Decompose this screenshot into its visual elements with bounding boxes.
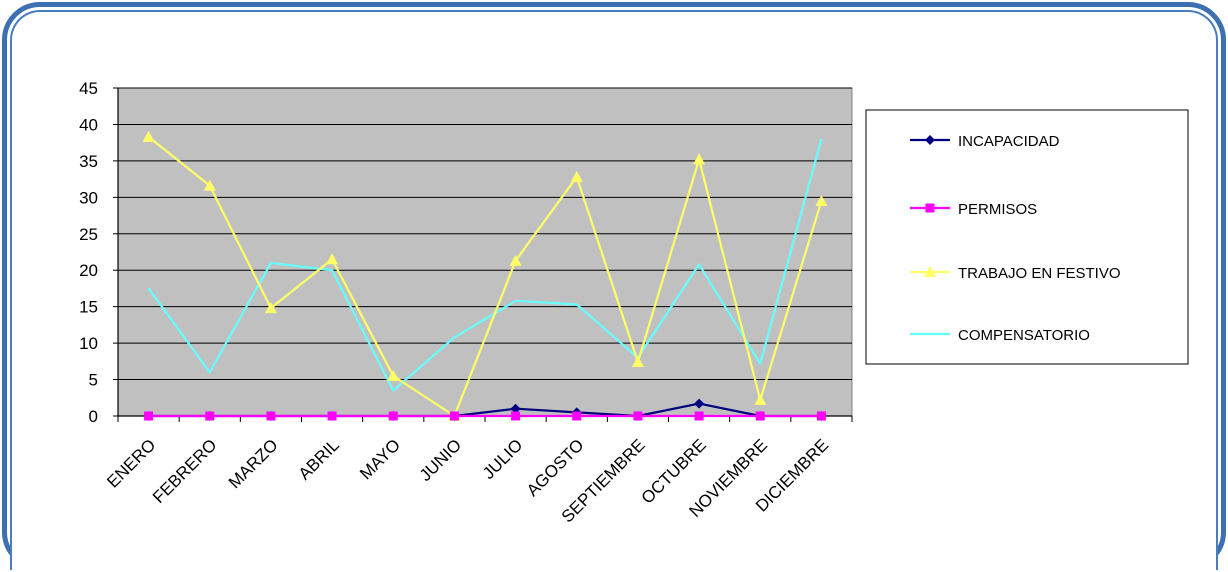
legend-item-trabajo-en-festivo: TRABAJO EN FESTIVO — [910, 265, 1121, 282]
point-permisos-noviembre — [755, 411, 765, 421]
y-tick-label: 30 — [79, 188, 98, 207]
legend-marker-trabajo-en-festivo — [924, 266, 936, 277]
x-tick-label-febrero: FEBRERO — [149, 435, 221, 507]
series-trabajo-en-festivo — [142, 130, 828, 421]
series-compensatorio — [147, 138, 823, 392]
point-trabajo-en-festivo-marzo — [264, 302, 277, 314]
gridlines — [118, 87, 852, 381]
point-permisos-junio — [449, 411, 459, 421]
line-compensatorio — [147, 138, 823, 392]
x-tick-label-agosto: AGOSTO — [523, 435, 588, 500]
y-tick-label: 40 — [79, 115, 98, 134]
y-tick-label: 0 — [89, 407, 98, 426]
point-trabajo-en-festivo-noviembre — [754, 393, 767, 405]
legend-label-incapacidad: INCAPACIDAD — [958, 133, 1060, 150]
y-tick-label: 15 — [79, 298, 98, 317]
point-permisos-mayo — [388, 411, 398, 421]
point-trabajo-en-festivo-diciembre — [815, 194, 828, 206]
point-permisos-marzo — [266, 411, 276, 421]
y-tick-label: 35 — [79, 152, 98, 171]
legend: INCAPACIDAD PERMISOS TRABAJO EN FESTIVO COM… — [865, 109, 1189, 365]
point-permisos-agosto — [572, 411, 582, 421]
legend-label-trabajo-en-festivo: TRABAJO EN FESTIVO — [958, 265, 1121, 282]
point-trabajo-en-festivo-mayo — [387, 369, 400, 381]
point-trabajo-en-festivo-julio — [509, 254, 522, 266]
point-permisos-febrero — [205, 411, 215, 421]
x-tick-label-marzo: MARZO — [225, 435, 282, 492]
series-lines — [142, 130, 828, 421]
point-permisos-enero — [144, 411, 154, 421]
legend-item-compensatorio: COMPENSATORIO — [910, 327, 1090, 344]
y-tick-label: 45 — [79, 79, 98, 98]
point-permisos-diciembre — [816, 411, 826, 421]
point-trabajo-en-festivo-enero — [142, 130, 155, 142]
x-tick-label-abril: ABRIL — [295, 435, 343, 483]
legend-box — [865, 109, 1189, 365]
y-tick-label: 10 — [79, 334, 98, 353]
legend-label-compensatorio: COMPENSATORIO — [958, 327, 1090, 344]
point-permisos-abril — [327, 411, 337, 421]
point-trabajo-en-festivo-septiembre — [631, 356, 644, 368]
x-tick-label-julio: JULIO — [479, 435, 527, 483]
y-tick-label: 25 — [79, 225, 98, 244]
point-trabajo-en-festivo-agosto — [570, 170, 583, 182]
legend-item-incapacidad: INCAPACIDAD — [910, 133, 1060, 150]
y-axis: 0 5 10 15 20 25 30 35 40 45 — [79, 79, 119, 426]
point-permisos-octubre — [694, 411, 704, 421]
legend-item-permisos: PERMISOS — [910, 201, 1037, 218]
plot-area — [117, 87, 853, 417]
point-incapacidad-julio — [510, 403, 521, 414]
y-tick-label: 5 — [89, 371, 98, 390]
x-tick-label-junio: JUNIO — [416, 435, 465, 484]
point-trabajo-en-festivo-abril — [326, 253, 339, 265]
x-tick-label-mayo: MAYO — [356, 435, 404, 483]
point-trabajo-en-festivo-octubre — [693, 153, 706, 165]
line-trabajo-en-festivo — [147, 135, 823, 418]
legend-marker-permisos — [925, 203, 935, 213]
point-permisos-septiembre — [633, 411, 643, 421]
point-trabajo-en-festivo-febrero — [203, 179, 216, 191]
point-permisos-julio — [511, 411, 521, 421]
point-incapacidad-octubre — [694, 398, 705, 409]
series-permisos — [144, 411, 826, 421]
x-tick-label-enero: ENERO — [103, 435, 159, 491]
legend-marker-incapacidad — [925, 135, 935, 145]
legend-label-permisos: PERMISOS — [958, 201, 1037, 218]
y-tick-label: 20 — [79, 261, 98, 280]
